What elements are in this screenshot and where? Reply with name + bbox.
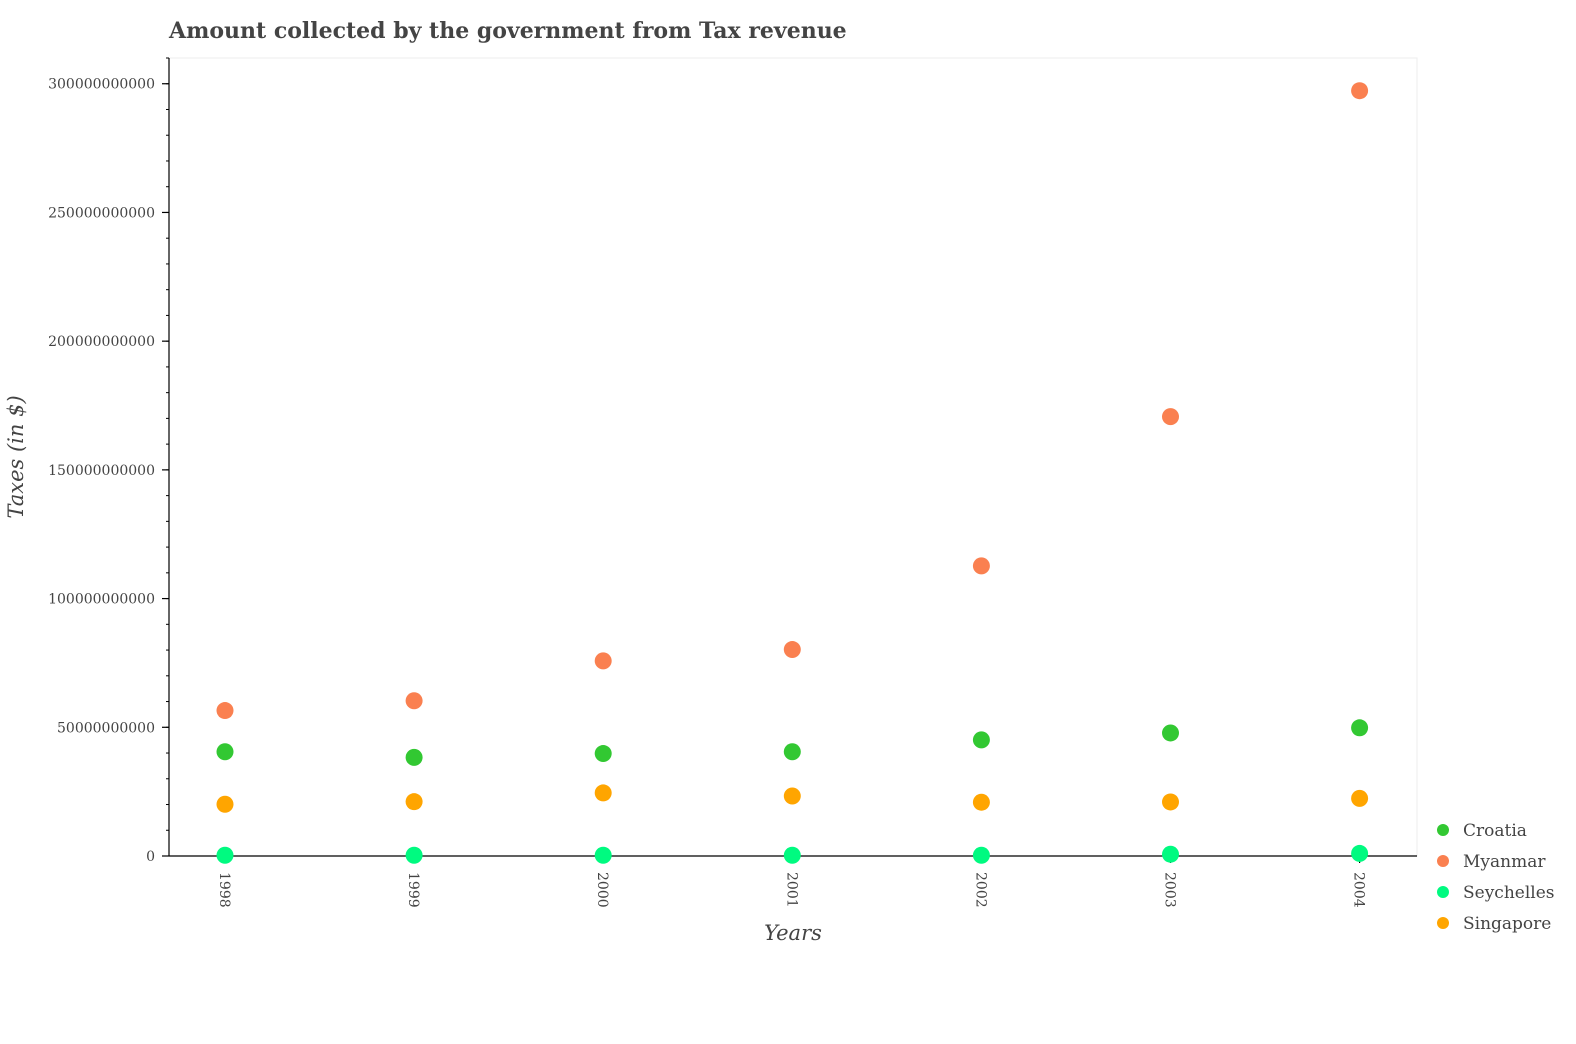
x-tick-label: 1998 bbox=[216, 872, 232, 908]
legend-marker bbox=[1437, 917, 1449, 929]
data-point bbox=[405, 846, 423, 864]
series-myanmar bbox=[216, 82, 1369, 720]
x-tick-label: 2003 bbox=[1162, 872, 1178, 908]
x-tick-label: 2001 bbox=[783, 872, 799, 908]
data-point bbox=[405, 692, 423, 710]
x-tick-label: 2000 bbox=[594, 872, 610, 908]
data-point bbox=[972, 846, 990, 864]
y-tick-label: 100000000000 bbox=[48, 592, 155, 608]
legend-item-myanmar: Myanmar bbox=[1437, 852, 1546, 872]
legend-label: Singapore bbox=[1463, 914, 1551, 934]
data-point bbox=[783, 641, 801, 659]
data-point bbox=[1162, 845, 1179, 863]
legend-label: Myanmar bbox=[1463, 852, 1546, 872]
data-point bbox=[594, 846, 612, 864]
data-points bbox=[216, 82, 1369, 864]
data-point bbox=[1351, 82, 1369, 100]
data-point bbox=[1162, 724, 1179, 742]
data-point bbox=[1162, 408, 1179, 426]
data-point bbox=[972, 793, 990, 811]
x-tick-label: 2004 bbox=[1351, 872, 1367, 908]
data-point bbox=[783, 743, 801, 761]
legend-label: Croatia bbox=[1463, 821, 1527, 841]
y-tick-label: 200000000000 bbox=[48, 334, 155, 350]
legend-marker bbox=[1437, 824, 1449, 836]
legend-marker bbox=[1437, 886, 1449, 898]
y-axis-title: Taxes (in $) bbox=[4, 395, 28, 518]
x-tick-label: 2002 bbox=[972, 872, 988, 908]
data-point bbox=[783, 846, 801, 864]
legend-item-singapore: Singapore bbox=[1437, 914, 1551, 934]
data-point bbox=[1162, 793, 1179, 811]
data-point bbox=[405, 793, 423, 811]
legend-marker bbox=[1437, 855, 1449, 867]
x-tick-label: 1999 bbox=[405, 872, 421, 908]
legend-label: Seychelles bbox=[1463, 883, 1555, 903]
data-point bbox=[594, 784, 612, 802]
data-point bbox=[216, 846, 234, 864]
series-seychelles bbox=[216, 844, 1369, 864]
data-point bbox=[783, 787, 801, 805]
x-axis: 1998 1999 2000 2001 2002 2003 2004 bbox=[169, 855, 1417, 908]
y-tick-label: 0 bbox=[146, 849, 155, 865]
legend: Croatia Myanmar Seychelles Singapore bbox=[1437, 821, 1555, 934]
legend-item-croatia: Croatia bbox=[1437, 821, 1527, 841]
data-point bbox=[216, 795, 234, 813]
data-point bbox=[216, 702, 234, 720]
y-tick-label: 300000000000 bbox=[48, 77, 155, 93]
data-point bbox=[1351, 789, 1369, 807]
data-point bbox=[1351, 719, 1369, 737]
data-point bbox=[1351, 844, 1369, 862]
chart-title: Amount collected by the government from … bbox=[169, 18, 847, 44]
series-singapore bbox=[216, 784, 1369, 813]
legend-item-seychelles: Seychelles bbox=[1437, 883, 1555, 903]
series-croatia bbox=[216, 719, 1369, 766]
y-tick-label: 250000000000 bbox=[48, 205, 155, 221]
data-point bbox=[972, 557, 990, 575]
data-point bbox=[216, 743, 234, 761]
y-axis: 0 50000000000 100000000000 150000000000 2000… bbox=[48, 57, 170, 865]
data-point bbox=[594, 652, 612, 670]
y-tick-label: 50000000000 bbox=[57, 720, 155, 736]
data-point bbox=[594, 745, 612, 763]
x-axis-title: Years bbox=[764, 921, 822, 945]
data-point bbox=[405, 748, 423, 766]
y-tick-label: 150000000000 bbox=[48, 463, 155, 479]
data-point bbox=[972, 731, 990, 749]
plot-frame bbox=[168, 57, 1418, 857]
